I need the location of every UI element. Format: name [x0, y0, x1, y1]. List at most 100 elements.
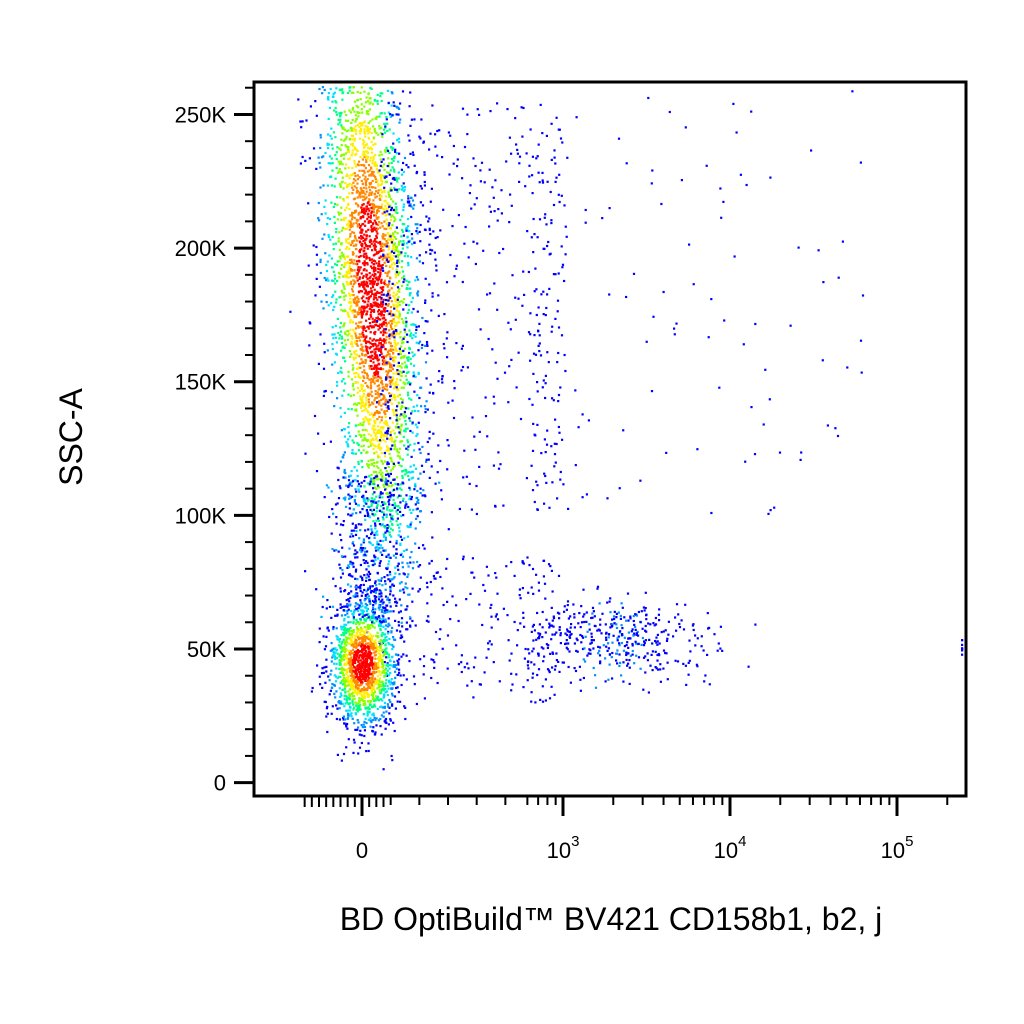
- data-point: [400, 483, 403, 486]
- data-point: [345, 656, 348, 659]
- data-point: [407, 407, 410, 410]
- data-point: [406, 358, 409, 361]
- data-point: [366, 692, 369, 695]
- data-point: [375, 195, 378, 198]
- data-point: [393, 324, 397, 328]
- data-point: [352, 565, 355, 568]
- data-point: [375, 276, 378, 279]
- data-point: [377, 500, 380, 503]
- data-point: [356, 260, 359, 263]
- data-point: [356, 279, 359, 282]
- data-point: [421, 262, 425, 265]
- data-point: [383, 694, 386, 697]
- data-point: [395, 520, 398, 523]
- data-point: [380, 624, 383, 628]
- data-point: [344, 167, 347, 170]
- data-point: [379, 323, 382, 326]
- data-point: [424, 344, 427, 347]
- data-point: [395, 552, 398, 555]
- data-point: [348, 109, 351, 112]
- data-point: [365, 509, 368, 512]
- data-point: [393, 443, 396, 446]
- data-point: [367, 92, 370, 95]
- data-point: [403, 416, 406, 419]
- data-point: [353, 372, 356, 375]
- data-point: [377, 660, 381, 663]
- data-point: [401, 555, 405, 558]
- data-point: [403, 537, 406, 540]
- data-point: [362, 203, 365, 206]
- data-point: [328, 155, 332, 158]
- data-point: [335, 166, 338, 170]
- data-point: [339, 675, 342, 679]
- data-point: [366, 217, 369, 220]
- data-point: [346, 566, 349, 569]
- data-point: [370, 463, 373, 466]
- data-point: [354, 120, 357, 123]
- data-point: [405, 621, 408, 624]
- data-point: [338, 121, 342, 124]
- data-point: [378, 671, 381, 674]
- data-point: [365, 205, 368, 208]
- data-point: [396, 450, 399, 453]
- data-point: [410, 323, 413, 326]
- data-point: [389, 366, 392, 369]
- data-point: [353, 100, 357, 103]
- data-point: [371, 118, 374, 121]
- data-point: [365, 252, 368, 255]
- data-point: [354, 332, 357, 335]
- data-point: [347, 484, 350, 487]
- data-point: [363, 626, 366, 629]
- data-point: [398, 374, 401, 377]
- data-point: [356, 223, 359, 226]
- data-point: [395, 448, 398, 451]
- data-point: [408, 346, 411, 350]
- data-point: [347, 219, 350, 222]
- data-point: [354, 502, 358, 505]
- data-point: [367, 113, 370, 116]
- data-point: [322, 184, 325, 187]
- data-point: [386, 372, 389, 375]
- data-point: [389, 671, 392, 675]
- data-point: [392, 465, 395, 468]
- data-point: [378, 260, 381, 263]
- data-point: [363, 734, 366, 738]
- data-point: [348, 604, 352, 607]
- data-point: [389, 227, 392, 230]
- data-point: [348, 657, 351, 660]
- data-point: [419, 658, 422, 661]
- data-point: [374, 705, 377, 708]
- data-point: [351, 129, 354, 133]
- data-point: [393, 695, 397, 698]
- data-point: [365, 208, 368, 211]
- data-point: [352, 252, 355, 255]
- data-point: [324, 645, 328, 648]
- data-point: [359, 659, 362, 662]
- data-point: [346, 717, 350, 720]
- data-point: [342, 631, 345, 634]
- data-point: [383, 485, 386, 488]
- data-point: [338, 231, 341, 234]
- data-point: [385, 656, 388, 659]
- data-point: [372, 514, 375, 517]
- data-point: [335, 704, 338, 707]
- data-point: [387, 165, 390, 168]
- data-point: [388, 289, 391, 292]
- data-point: [333, 692, 336, 695]
- data-point: [347, 225, 350, 228]
- data-point: [319, 260, 322, 264]
- data-point: [335, 111, 338, 114]
- data-point: [432, 411, 435, 414]
- data-point: [348, 482, 352, 485]
- data-point: [392, 247, 395, 250]
- data-point: [368, 702, 371, 705]
- data-point: [406, 439, 409, 442]
- data-point: [366, 157, 369, 160]
- data-point: [366, 284, 369, 287]
- data-point: [369, 315, 373, 318]
- data-point: [375, 296, 378, 300]
- data-point: [332, 93, 335, 96]
- data-point: [334, 614, 337, 617]
- data-point: [383, 341, 386, 344]
- data-point: [326, 142, 329, 145]
